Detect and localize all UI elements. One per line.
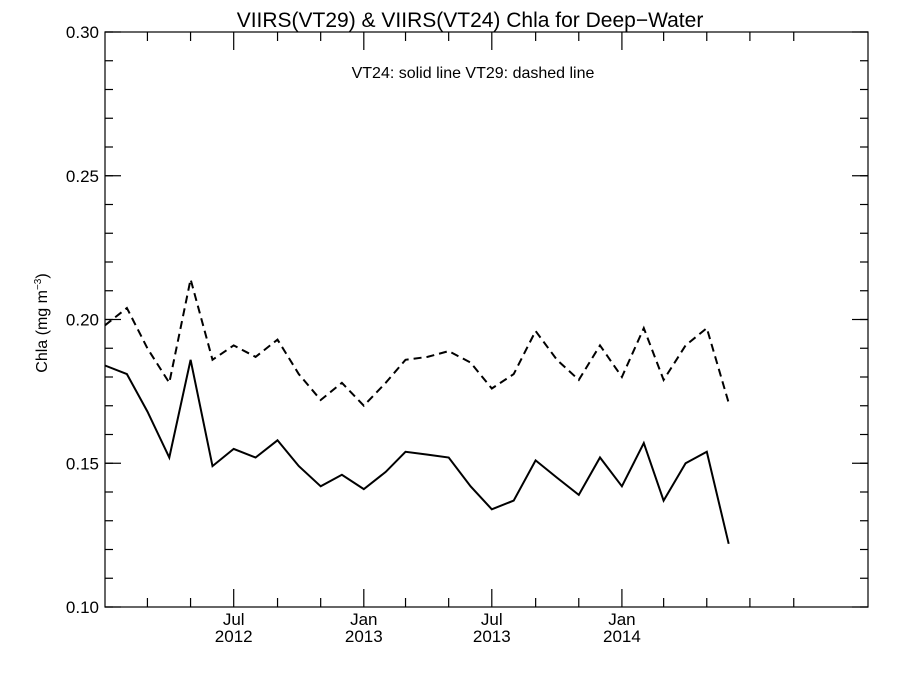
series-line-solid [104,359,730,545]
y-axis-label-close: ) [34,273,51,278]
x-tick-year: 2013 [345,627,383,646]
chart-annotation: VT24: solid line VT29: dashed line [352,65,595,82]
y-axis-label-superscript: −3 [33,278,44,290]
y-tick-label: 0.30 [66,23,99,42]
x-tick-month: Jul [223,610,245,629]
y-tick-label: 0.25 [66,167,99,186]
x-tick-year: 2014 [603,627,641,646]
chart-title: VIIRS(VT29) & VIIRS(VT24) Chla for Deep−… [237,9,704,32]
series-lines [104,279,730,545]
plot-frame [104,31,869,608]
y-tick-label: 0.10 [66,598,99,617]
x-tick-month: Jul [481,610,503,629]
y-axis-label: Chla (mg m−3) [33,273,51,372]
series-line-dashed [104,279,730,408]
x-tick-year: 2013 [473,627,511,646]
y-tick-label: 0.15 [66,454,99,473]
plot-axes [104,31,869,608]
axis-ticks: 0.100.150.200.250.30Jul2012Jan2013Jul201… [66,23,868,646]
y-axis-label-main: Chla (mg m [34,290,51,373]
y-tick-label: 0.20 [66,311,99,330]
x-tick-month: Jan [350,610,377,629]
x-tick-year: 2012 [215,627,253,646]
x-tick-month: Jan [608,610,635,629]
